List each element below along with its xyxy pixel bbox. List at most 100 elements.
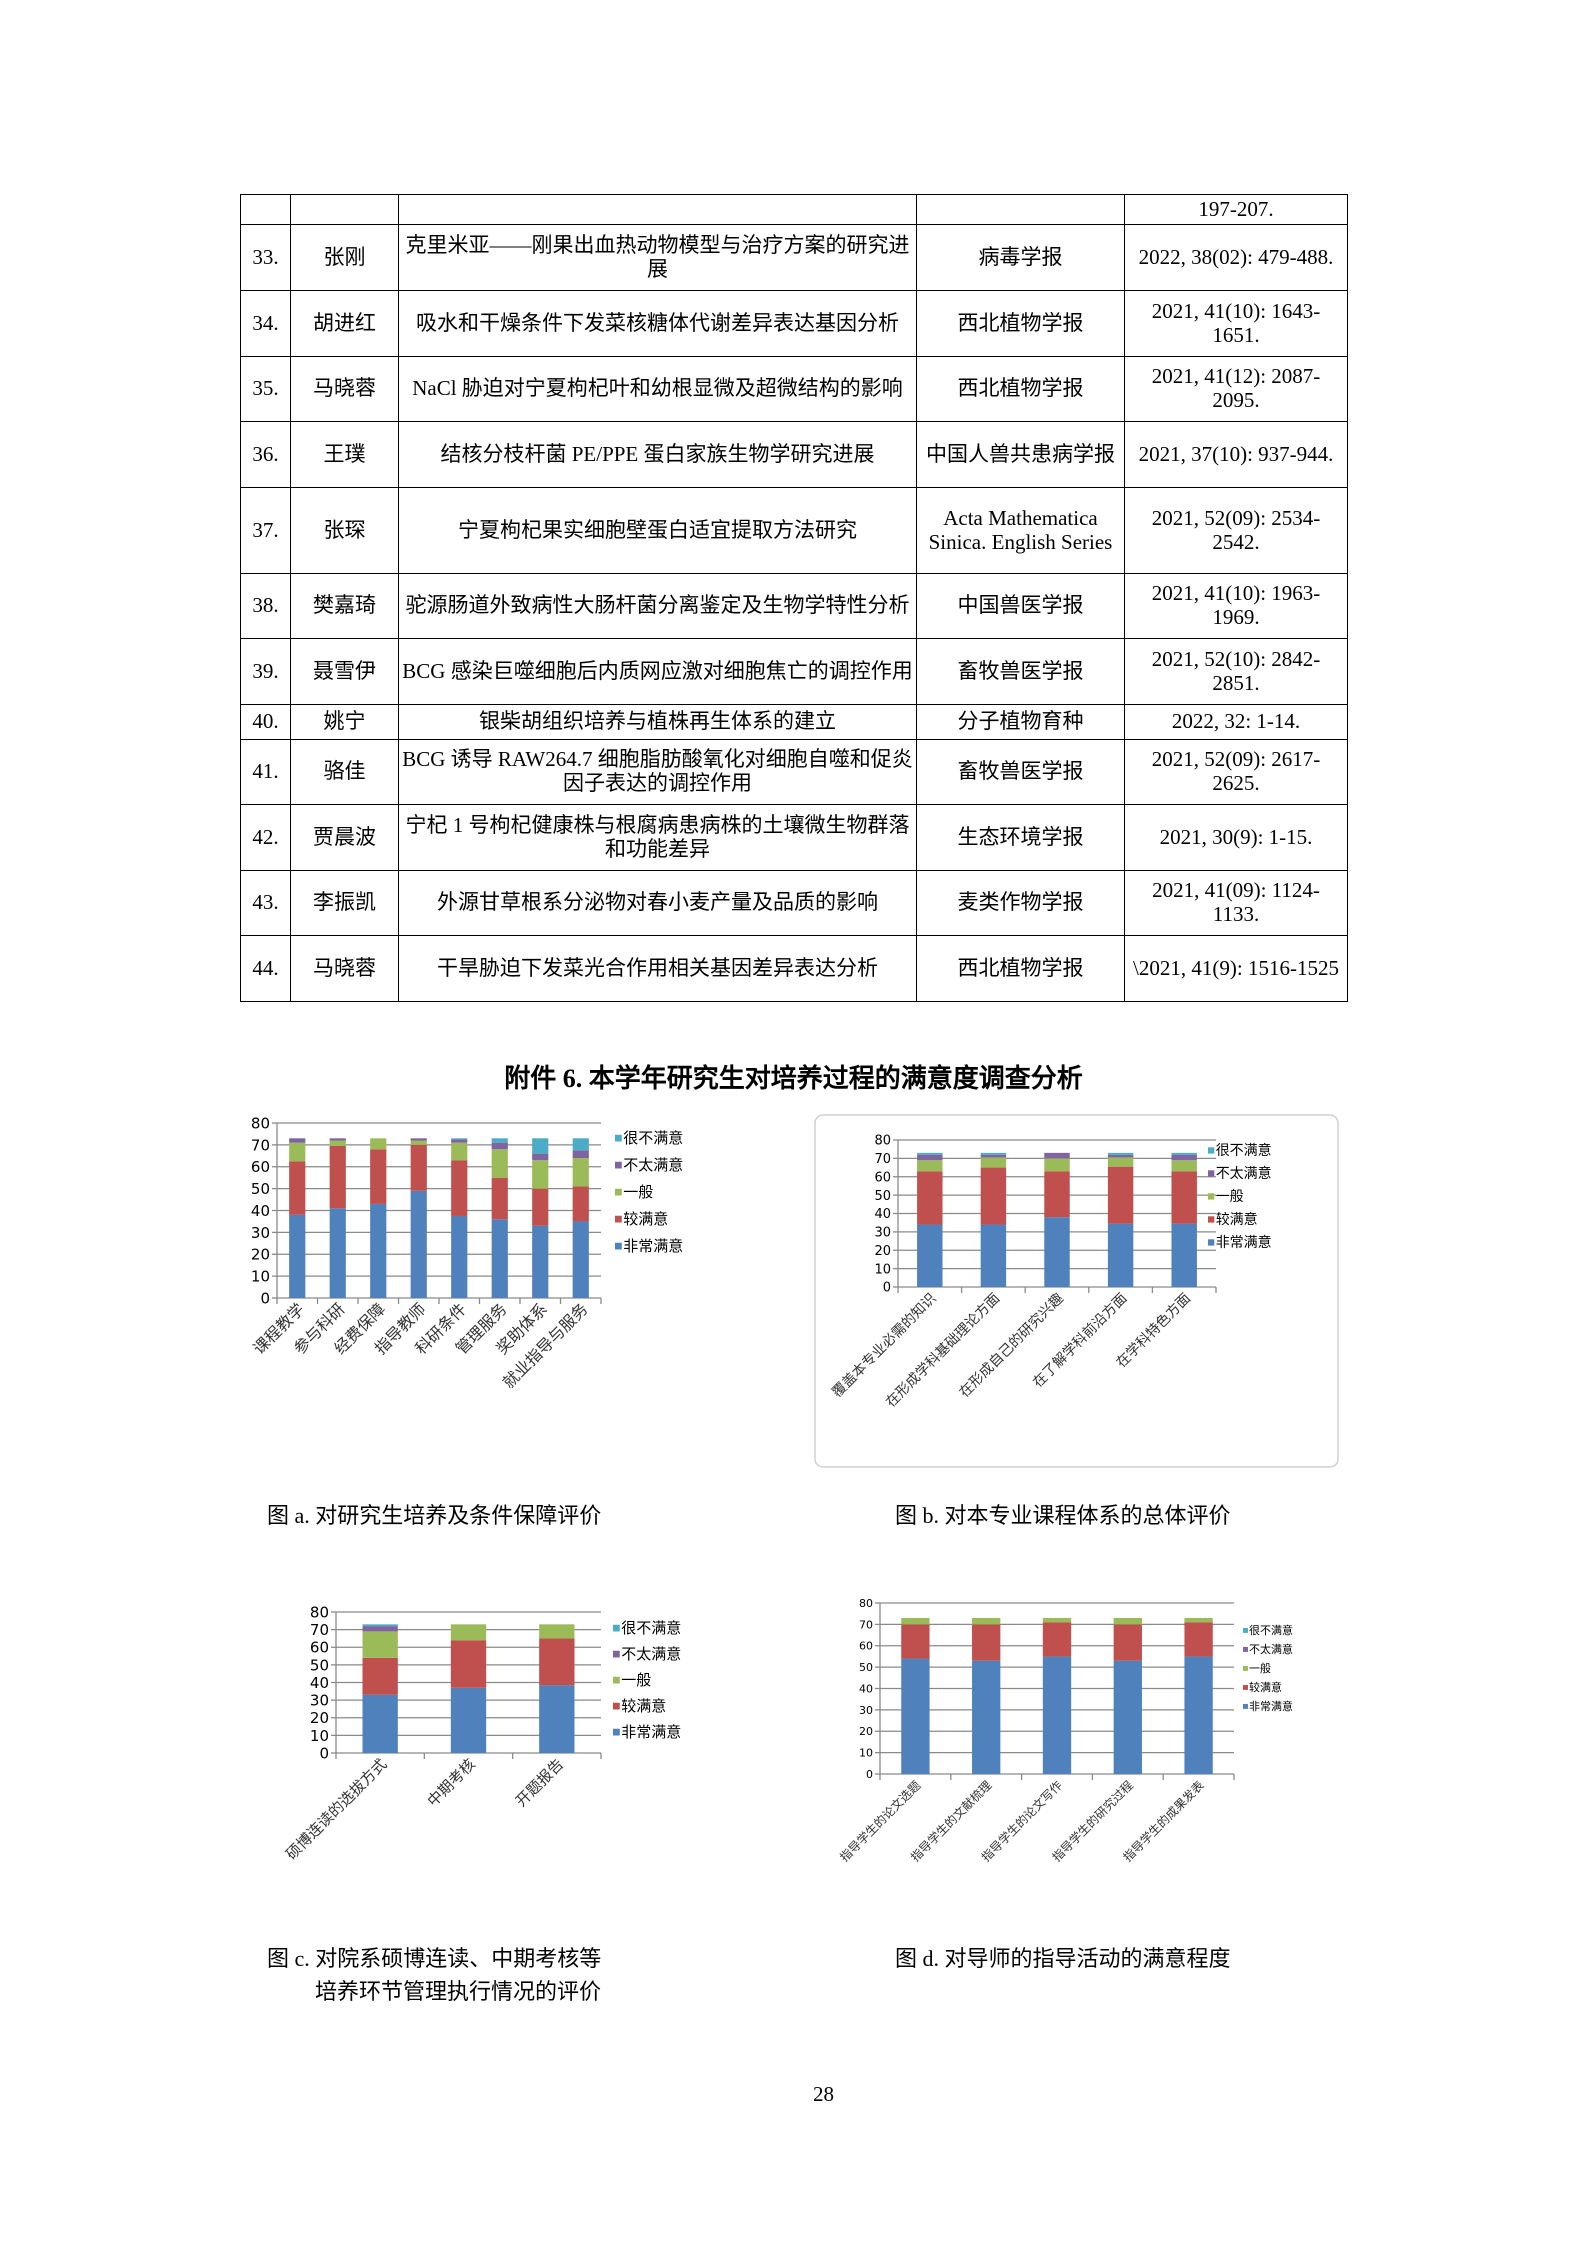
journal-cell: 生态环境学报 <box>916 804 1125 871</box>
legend-swatch <box>1243 1627 1248 1633</box>
bar-segment <box>1171 1171 1197 1224</box>
y-tick-label: 50 <box>874 1189 891 1204</box>
bar-segment <box>370 1149 387 1204</box>
legend-label: 一般 <box>623 1183 653 1201</box>
y-tick-label: 30 <box>859 1704 873 1717</box>
bar-segment <box>917 1152 943 1155</box>
legend-label: 不太满意 <box>1216 1165 1272 1182</box>
legend-swatch <box>615 1134 622 1142</box>
bar-segment <box>491 1177 508 1220</box>
legend-item: 一般 <box>1208 1189 1244 1205</box>
author-cell: 张刚 <box>290 224 399 291</box>
legend-label: 非常满意 <box>623 1237 683 1255</box>
bar-segment <box>1107 1152 1134 1155</box>
bar-segment <box>980 1224 1007 1287</box>
citation-cell: 2021, 37(10): 937-944. <box>1124 421 1348 488</box>
index-cell: 40. <box>240 704 291 740</box>
bar-segment <box>451 1160 468 1216</box>
bar-segment <box>410 1138 427 1141</box>
legend-swatch <box>613 1728 620 1736</box>
journal-cell: 中国人兽共患病学报 <box>916 421 1125 488</box>
x-tick-label: 指导学生的论文选题 <box>837 1778 924 1865</box>
journal-cell: 西北植物学报 <box>916 356 1125 422</box>
table-row: 36. 王璞 结核分枝杆菌 PE/PPE 蛋白家族生物学研究进展 中国人兽共患病学报 2… <box>240 421 1348 488</box>
x-tick-label: 指导学生的文献梳理 <box>907 1778 994 1865</box>
bar-segment <box>572 1150 589 1158</box>
bar-segment <box>451 1142 468 1161</box>
x-tick-label: 在了解学科前沿方面 <box>1029 1290 1130 1391</box>
y-tick-label: 20 <box>859 1725 873 1738</box>
bar-segment <box>572 1186 589 1222</box>
bar-segment <box>289 1138 306 1143</box>
legend-item: 很不满意 <box>615 1129 683 1147</box>
x-tick-label: 在形成学科基础理论方面 <box>882 1290 1003 1411</box>
legend-swatch <box>1243 1646 1248 1652</box>
author-cell: 马晓蓉 <box>290 356 399 422</box>
bar-segment <box>1042 1617 1072 1623</box>
y-tick-label: 20 <box>874 1244 891 1259</box>
bar-segment <box>980 1152 1007 1155</box>
title-cell: 宁夏枸杞果实细胞壁蛋白适宜提取方法研究 <box>398 487 917 574</box>
bar-segment <box>289 1142 306 1162</box>
bar-segment <box>917 1224 943 1287</box>
legend-item: 非常满意 <box>613 1723 681 1741</box>
x-tick-label: 在形成自己的研究兴趣 <box>957 1291 1067 1401</box>
bar-segment <box>370 1138 387 1150</box>
bar-segment <box>450 1687 487 1753</box>
bar-segment <box>491 1219 508 1298</box>
legend-item: 很不满意 <box>613 1619 681 1637</box>
legend-item: 一般 <box>1243 1662 1271 1675</box>
bar-segment <box>410 1144 427 1191</box>
x-tick-label: 在学科特色方面 <box>1113 1290 1194 1371</box>
bar-segment <box>901 1624 930 1659</box>
y-tick-label: 20 <box>251 1246 270 1264</box>
legend-swatch <box>1208 1193 1215 1200</box>
bar-segment <box>1044 1158 1070 1172</box>
citation-cell: 2021, 41(09): 1124-1133. <box>1124 870 1348 936</box>
bar-segment <box>917 1154 943 1161</box>
legend-swatch <box>613 1624 620 1632</box>
title-cell: NaCl 胁迫对宁夏枸杞叶和幼根显微及超微结构的影响 <box>398 356 917 422</box>
bar-segment <box>972 1624 1001 1661</box>
journal-cell: 畜牧兽医学报 <box>916 739 1125 805</box>
y-tick-label: 80 <box>310 1603 329 1621</box>
bar-segment <box>329 1138 346 1141</box>
author-cell: 王璞 <box>290 421 399 488</box>
bar-segment <box>1171 1154 1197 1161</box>
bar-segment <box>362 1626 398 1632</box>
legend-swatch <box>1208 1147 1215 1154</box>
legend-label: 很不满意 <box>1249 1623 1293 1637</box>
index-cell: 42. <box>240 804 291 871</box>
legend-label: 很不满意 <box>623 1129 683 1147</box>
bar-segment <box>1184 1656 1213 1774</box>
author-cell: 聂雪伊 <box>290 638 399 705</box>
index-cell: 38. <box>240 573 291 639</box>
index-cell: 43. <box>240 870 291 936</box>
author-cell: 骆佳 <box>290 739 399 805</box>
x-tick-label: 参与科研 <box>290 1299 349 1358</box>
journal-cell: 畜牧兽医学报 <box>916 638 1125 705</box>
bar-segment <box>1171 1152 1197 1155</box>
journal-cell: 中国兽医学报 <box>916 573 1125 639</box>
legend-item: 一般 <box>615 1183 653 1201</box>
bar-segment <box>1107 1166 1134 1224</box>
bar-segment <box>532 1160 549 1189</box>
bar-segment <box>362 1657 398 1695</box>
legend-label: 非常满意 <box>1216 1234 1272 1251</box>
bar-segment <box>980 1154 1007 1158</box>
citation-cell: \2021, 41(9): 1516-1525 <box>1124 935 1348 1002</box>
bar-segment <box>901 1658 930 1774</box>
bar-segment <box>1044 1152 1070 1159</box>
citation-cell: 2021, 52(09): 2617-2625. <box>1124 739 1348 805</box>
legend-item: 较满意 <box>1243 1680 1282 1694</box>
bar-segment <box>329 1140 346 1146</box>
legend-item: 一般 <box>613 1671 651 1689</box>
bar-segment <box>289 1214 306 1298</box>
index-cell: 35. <box>240 356 291 422</box>
bar-segment <box>289 1161 306 1215</box>
title-cell: 吸水和干燥条件下发菜核糖体代谢差异表达基因分析 <box>398 290 917 357</box>
y-tick-label: 0 <box>319 1744 329 1762</box>
citation-cell: 2021, 41(12): 2087-2095. <box>1124 356 1348 422</box>
page-number: 28 <box>813 2082 834 2106</box>
legend-label: 非常满意 <box>621 1723 681 1741</box>
